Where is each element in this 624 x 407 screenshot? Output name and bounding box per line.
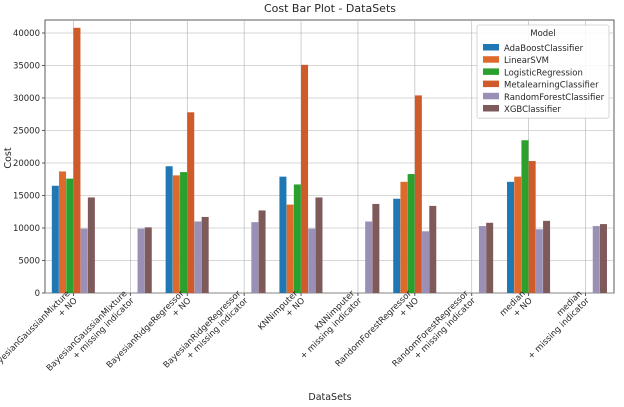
bar bbox=[592, 226, 600, 293]
x-tick-label: BayesianGaussianMixture+ NO bbox=[0, 289, 80, 374]
bar bbox=[51, 185, 59, 293]
bar bbox=[165, 166, 173, 293]
y-tick-label: 0 bbox=[35, 289, 40, 299]
bar bbox=[486, 222, 494, 293]
bar bbox=[137, 228, 145, 293]
legend-swatch bbox=[483, 105, 499, 112]
y-axis: 0 5000 10000 15000 20000 25000 30000 35000 40000 bbox=[13, 29, 45, 299]
legend-entry: LinearSVM bbox=[504, 56, 549, 66]
bar bbox=[66, 178, 74, 293]
bar bbox=[393, 198, 401, 293]
bar bbox=[528, 161, 536, 293]
bar bbox=[535, 229, 543, 293]
legend-entry: RandomForestClassifier bbox=[504, 93, 605, 103]
bar bbox=[87, 197, 95, 293]
legend-swatch bbox=[483, 92, 499, 100]
bar bbox=[251, 222, 259, 293]
bar bbox=[422, 231, 430, 293]
y-tick-label: 30000 bbox=[13, 94, 40, 104]
x-tick-label-line: + missing indicator bbox=[185, 296, 251, 362]
legend-swatch bbox=[483, 68, 499, 75]
legend-swatch bbox=[483, 56, 499, 63]
bar bbox=[286, 204, 294, 293]
bar bbox=[201, 216, 209, 293]
bar bbox=[521, 140, 529, 293]
bar bbox=[507, 181, 515, 293]
legend-entry: AdaBoostClassifier bbox=[504, 44, 584, 54]
bar bbox=[172, 175, 180, 293]
bar bbox=[400, 181, 408, 293]
x-tick-label-line: + missing indicator bbox=[412, 296, 478, 362]
y-tick-label: 10000 bbox=[13, 224, 40, 234]
bar bbox=[80, 228, 88, 293]
bar bbox=[414, 95, 422, 294]
bar bbox=[514, 176, 522, 293]
legend-entry: LogisticRegression bbox=[504, 68, 583, 78]
legend: Model AdaBoostClassifier LinearSVM Logistic… bbox=[476, 24, 610, 119]
bar bbox=[429, 205, 437, 293]
x-axis-label: DataSets bbox=[308, 392, 351, 403]
x-axis: BayesianGaussianMixture+ NOBayesianGauss… bbox=[0, 289, 592, 374]
bar bbox=[59, 171, 67, 293]
bar bbox=[279, 176, 287, 293]
bar bbox=[73, 27, 81, 294]
y-tick-label: 15000 bbox=[13, 192, 40, 202]
bar bbox=[144, 227, 152, 293]
bar bbox=[293, 184, 301, 293]
bar bbox=[372, 203, 380, 293]
bar bbox=[543, 220, 551, 293]
bar bbox=[365, 221, 373, 293]
legend-swatch bbox=[483, 80, 499, 88]
legend-swatch bbox=[483, 44, 499, 51]
bars-group bbox=[51, 27, 607, 294]
bar bbox=[258, 210, 266, 293]
bar bbox=[194, 221, 202, 293]
y-tick-label: 40000 bbox=[13, 29, 40, 39]
y-tick-label: 5000 bbox=[18, 257, 40, 267]
bar bbox=[308, 228, 316, 293]
bar bbox=[407, 174, 415, 293]
x-tick-label: KNNimputer+ NO bbox=[256, 289, 307, 333]
bar bbox=[180, 172, 188, 293]
y-axis-label: Cost bbox=[3, 147, 14, 168]
legend-entry: MetalearningClassifier bbox=[504, 81, 599, 91]
bar bbox=[599, 224, 607, 293]
chart-title: Cost Bar Plot - DataSets bbox=[264, 2, 396, 15]
y-tick-label: 20000 bbox=[13, 159, 40, 169]
x-tick-label-line: + missing indicator bbox=[526, 296, 592, 362]
legend-entry: XGBClassifier bbox=[504, 105, 561, 115]
bar bbox=[315, 197, 323, 293]
x-tick-label: median+ NO bbox=[498, 289, 535, 319]
y-tick-label: 25000 bbox=[13, 127, 40, 137]
legend-box bbox=[476, 24, 610, 119]
legend-title: Model bbox=[530, 29, 556, 39]
bar bbox=[478, 226, 486, 293]
bar bbox=[301, 64, 309, 293]
y-tick-label: 35000 bbox=[13, 62, 40, 72]
bar bbox=[187, 112, 195, 293]
